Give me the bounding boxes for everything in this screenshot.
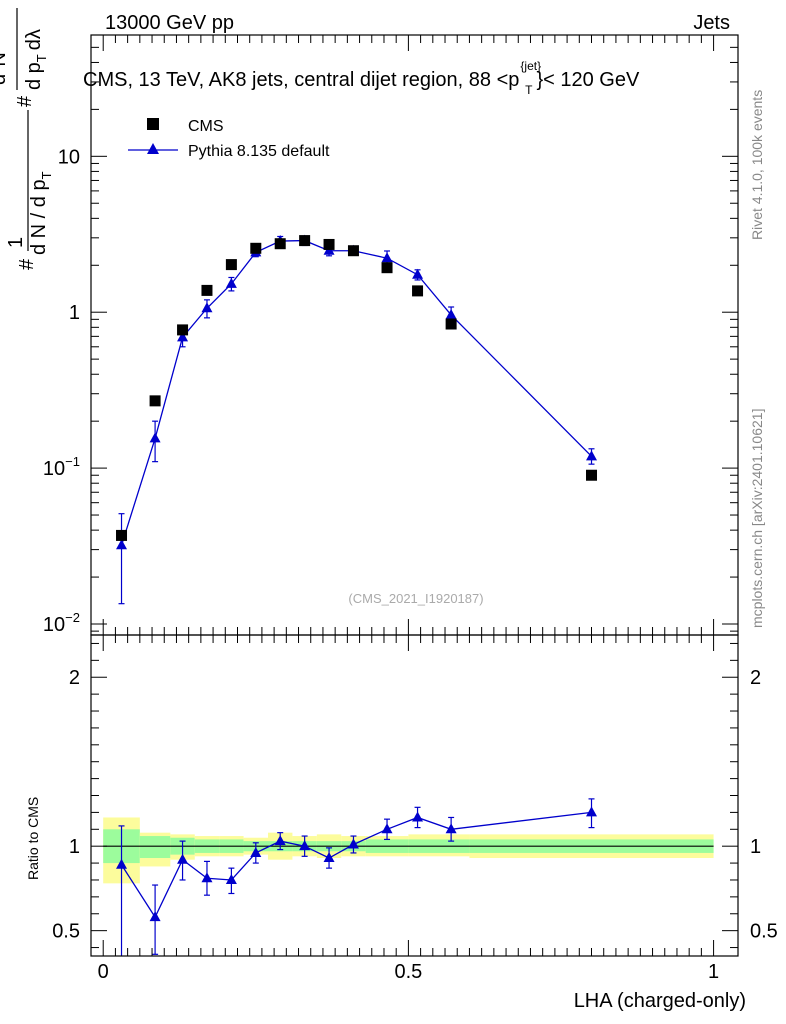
cms-point bbox=[586, 469, 598, 481]
pythia-point bbox=[149, 432, 161, 443]
ratio-point bbox=[250, 846, 262, 857]
plot-title: CMS, 13 TeV, AK8 jets, central dijet reg… bbox=[83, 59, 640, 97]
analysis-watermark: (CMS_2021_I1920187) bbox=[348, 591, 483, 606]
x-tick-label: 0 bbox=[98, 961, 109, 983]
y-tick-label: 1 bbox=[69, 302, 80, 324]
pythia-point bbox=[381, 252, 393, 263]
legend-pythia-label: Pythia 8.135 default bbox=[188, 143, 330, 160]
ylabel-one: 1 bbox=[5, 237, 27, 248]
ratio-point bbox=[274, 835, 286, 846]
ratio-band-inner bbox=[139, 836, 171, 859]
cms-point bbox=[201, 284, 213, 296]
ratio-point bbox=[225, 873, 237, 884]
ratio-y-tick-label-right: 1 bbox=[750, 836, 761, 858]
ratio-point bbox=[381, 823, 393, 834]
ylabel-d2N: d2N bbox=[0, 52, 10, 85]
y-tick-label: 10 bbox=[58, 146, 80, 168]
pythia-point bbox=[586, 450, 598, 461]
x-axis-label: LHA (charged-only) bbox=[574, 990, 746, 1012]
ylabel-dpT: d pTdλ bbox=[23, 29, 49, 90]
ratio-point bbox=[116, 858, 128, 869]
ratio-point bbox=[299, 840, 311, 851]
ratio-point bbox=[177, 853, 189, 864]
ylabel-hash2: # bbox=[14, 95, 36, 107]
title-sup: {jet} bbox=[520, 59, 541, 73]
ratio-y-tick-label: 1 bbox=[69, 836, 80, 858]
ratio-y-tick-label-right: 0.5 bbox=[750, 921, 778, 943]
ratio-point bbox=[347, 838, 359, 849]
x-tick-label: 0.5 bbox=[394, 961, 422, 983]
y-axis-label-main: # 1 d N / d pT # d2N d pTdλ bbox=[0, 8, 54, 270]
rivet-label: Rivet 4.1.0, 100k events bbox=[749, 90, 765, 240]
x-tick-label: 1 bbox=[708, 961, 719, 983]
header-left: 13000 GeV pp bbox=[105, 12, 234, 34]
legend-pythia-marker bbox=[147, 143, 159, 154]
cms-point bbox=[177, 324, 189, 336]
title-sub: T bbox=[525, 83, 533, 97]
mcplots-label: mcplots.cern.ch [arXiv:2401.10621] bbox=[749, 409, 765, 628]
ratio-y-tick-label-right: 2 bbox=[750, 667, 761, 689]
pythia-line bbox=[120, 239, 592, 546]
ylabel-hash: # bbox=[16, 258, 38, 270]
pythia-point bbox=[445, 308, 457, 319]
y-tick-label: 10−2 bbox=[43, 610, 80, 636]
title-main: CMS, 13 TeV, AK8 jets, central dijet reg… bbox=[83, 69, 519, 91]
ylabel-dN: d N / d pT bbox=[28, 171, 54, 255]
ratio-line bbox=[120, 811, 592, 919]
legend-cms-marker bbox=[147, 118, 159, 130]
ratio-point bbox=[586, 806, 598, 817]
header-right: Jets bbox=[693, 12, 730, 34]
pythia-point bbox=[225, 277, 237, 288]
ratio-frame bbox=[90, 634, 739, 957]
legend-cms-label: CMS bbox=[188, 118, 224, 135]
cms-point bbox=[225, 259, 237, 271]
pythia-point bbox=[201, 302, 213, 313]
ratio-point bbox=[149, 911, 161, 922]
cms-point bbox=[381, 262, 393, 274]
ratio-y-tick-label: 0.5 bbox=[52, 921, 80, 943]
ratio-y-tick-label: 2 bbox=[69, 667, 80, 689]
cms-point bbox=[445, 318, 457, 330]
cms-point bbox=[274, 238, 286, 250]
cms-point bbox=[323, 238, 335, 250]
cms-point bbox=[149, 395, 161, 407]
cms-point bbox=[347, 245, 359, 257]
y-tick-label: 10−1 bbox=[43, 454, 80, 480]
pythia-point bbox=[177, 331, 189, 342]
pythia-point bbox=[412, 268, 424, 279]
ratio-point bbox=[323, 852, 335, 863]
ratio-point bbox=[445, 823, 457, 834]
pythia-point bbox=[116, 539, 128, 550]
cms-point bbox=[116, 529, 128, 541]
ratio-point bbox=[412, 811, 424, 822]
cms-point bbox=[299, 235, 311, 247]
title-tail: }< 120 GeV bbox=[536, 69, 640, 91]
cms-point bbox=[412, 285, 424, 297]
ratio-y-axis-label: Ratio to CMS bbox=[25, 797, 41, 880]
cms-point bbox=[250, 242, 262, 254]
legend: CMS Pythia 8.135 default bbox=[128, 118, 330, 160]
ratio-point bbox=[201, 872, 213, 883]
